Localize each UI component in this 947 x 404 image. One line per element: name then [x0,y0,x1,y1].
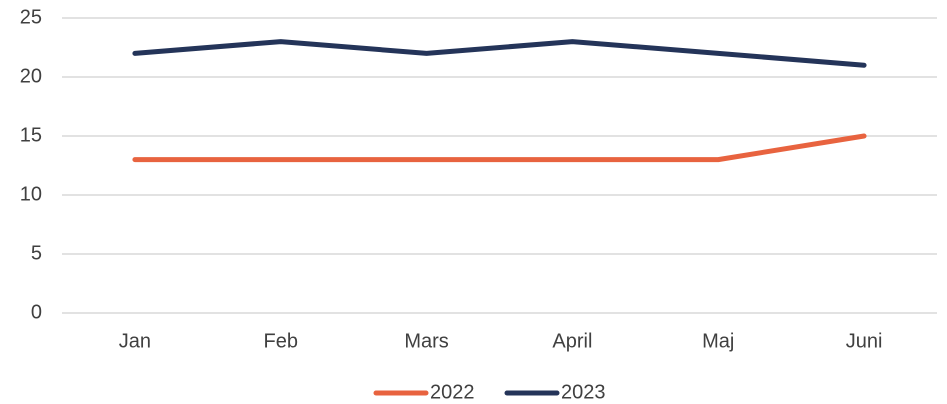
line-series [132,133,867,163]
x-tick-label: April [552,330,592,352]
y-tick-label: 15 [20,124,42,146]
y-tick-label: 10 [20,183,42,205]
legend-label: 2023 [561,381,606,403]
y-tick-label: 5 [31,242,42,264]
x-tick-label: Feb [264,330,298,352]
y-tick-label: 20 [20,65,42,87]
x-tick-label: Juni [846,330,883,352]
x-tick-label: Mars [404,330,448,352]
x-tick-label: Jan [119,330,151,352]
line-series [132,39,867,68]
y-tick-label: 0 [31,301,42,323]
y-tick-label: 25 [20,6,42,28]
x-tick-label: Maj [702,330,734,352]
legend-label: 2022 [430,381,475,403]
